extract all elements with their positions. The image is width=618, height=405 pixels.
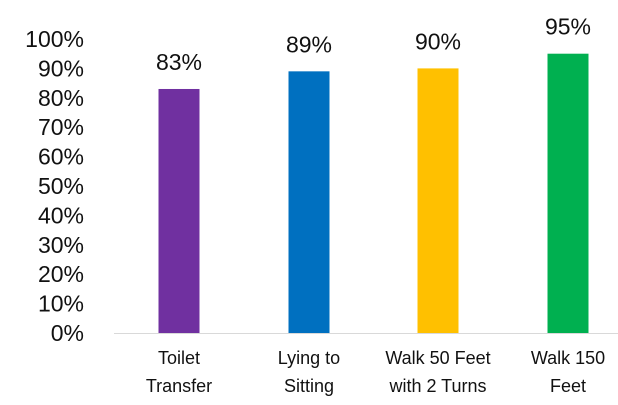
y-tick-label: 90% bbox=[38, 55, 84, 81]
bar bbox=[417, 68, 459, 334]
y-tick-label: 50% bbox=[38, 173, 84, 199]
x-axis-category-labels: Toilet Transfer Lying to Sitting Walk 50 Fee… bbox=[146, 348, 605, 396]
category-label: Sitting bbox=[284, 376, 334, 396]
bars bbox=[158, 53, 589, 334]
y-tick-label: 20% bbox=[38, 261, 84, 287]
category-label: Feet bbox=[550, 376, 586, 396]
category-label: Walk 150 bbox=[531, 348, 605, 368]
data-label: 95% bbox=[545, 14, 591, 40]
bar bbox=[158, 88, 200, 333]
y-tick-label: 30% bbox=[38, 232, 84, 258]
y-tick-label: 60% bbox=[38, 144, 84, 170]
y-tick-label: 40% bbox=[38, 202, 84, 228]
category-label: Walk 50 Feet bbox=[385, 348, 490, 368]
bar bbox=[547, 53, 589, 333]
category-label: Transfer bbox=[146, 376, 212, 396]
category-label: with 2 Turns bbox=[388, 376, 486, 396]
y-tick-label: 100% bbox=[25, 26, 84, 52]
y-tick-label: 70% bbox=[38, 114, 84, 140]
data-labels: 83% 89% 90% 95% bbox=[156, 14, 591, 75]
y-axis-tick-labels: 0% 10% 20% 30% 40% 50% 60% 70% 80% 90% 100% bbox=[25, 26, 84, 346]
data-label: 83% bbox=[156, 49, 202, 75]
data-label: 90% bbox=[415, 28, 461, 54]
y-tick-label: 10% bbox=[38, 291, 84, 317]
bar bbox=[288, 71, 330, 333]
category-label: Lying to bbox=[278, 348, 340, 368]
y-tick-label: 80% bbox=[38, 85, 84, 111]
data-label: 89% bbox=[286, 31, 332, 57]
category-label: Toilet bbox=[158, 348, 200, 368]
y-tick-label: 0% bbox=[51, 320, 84, 346]
